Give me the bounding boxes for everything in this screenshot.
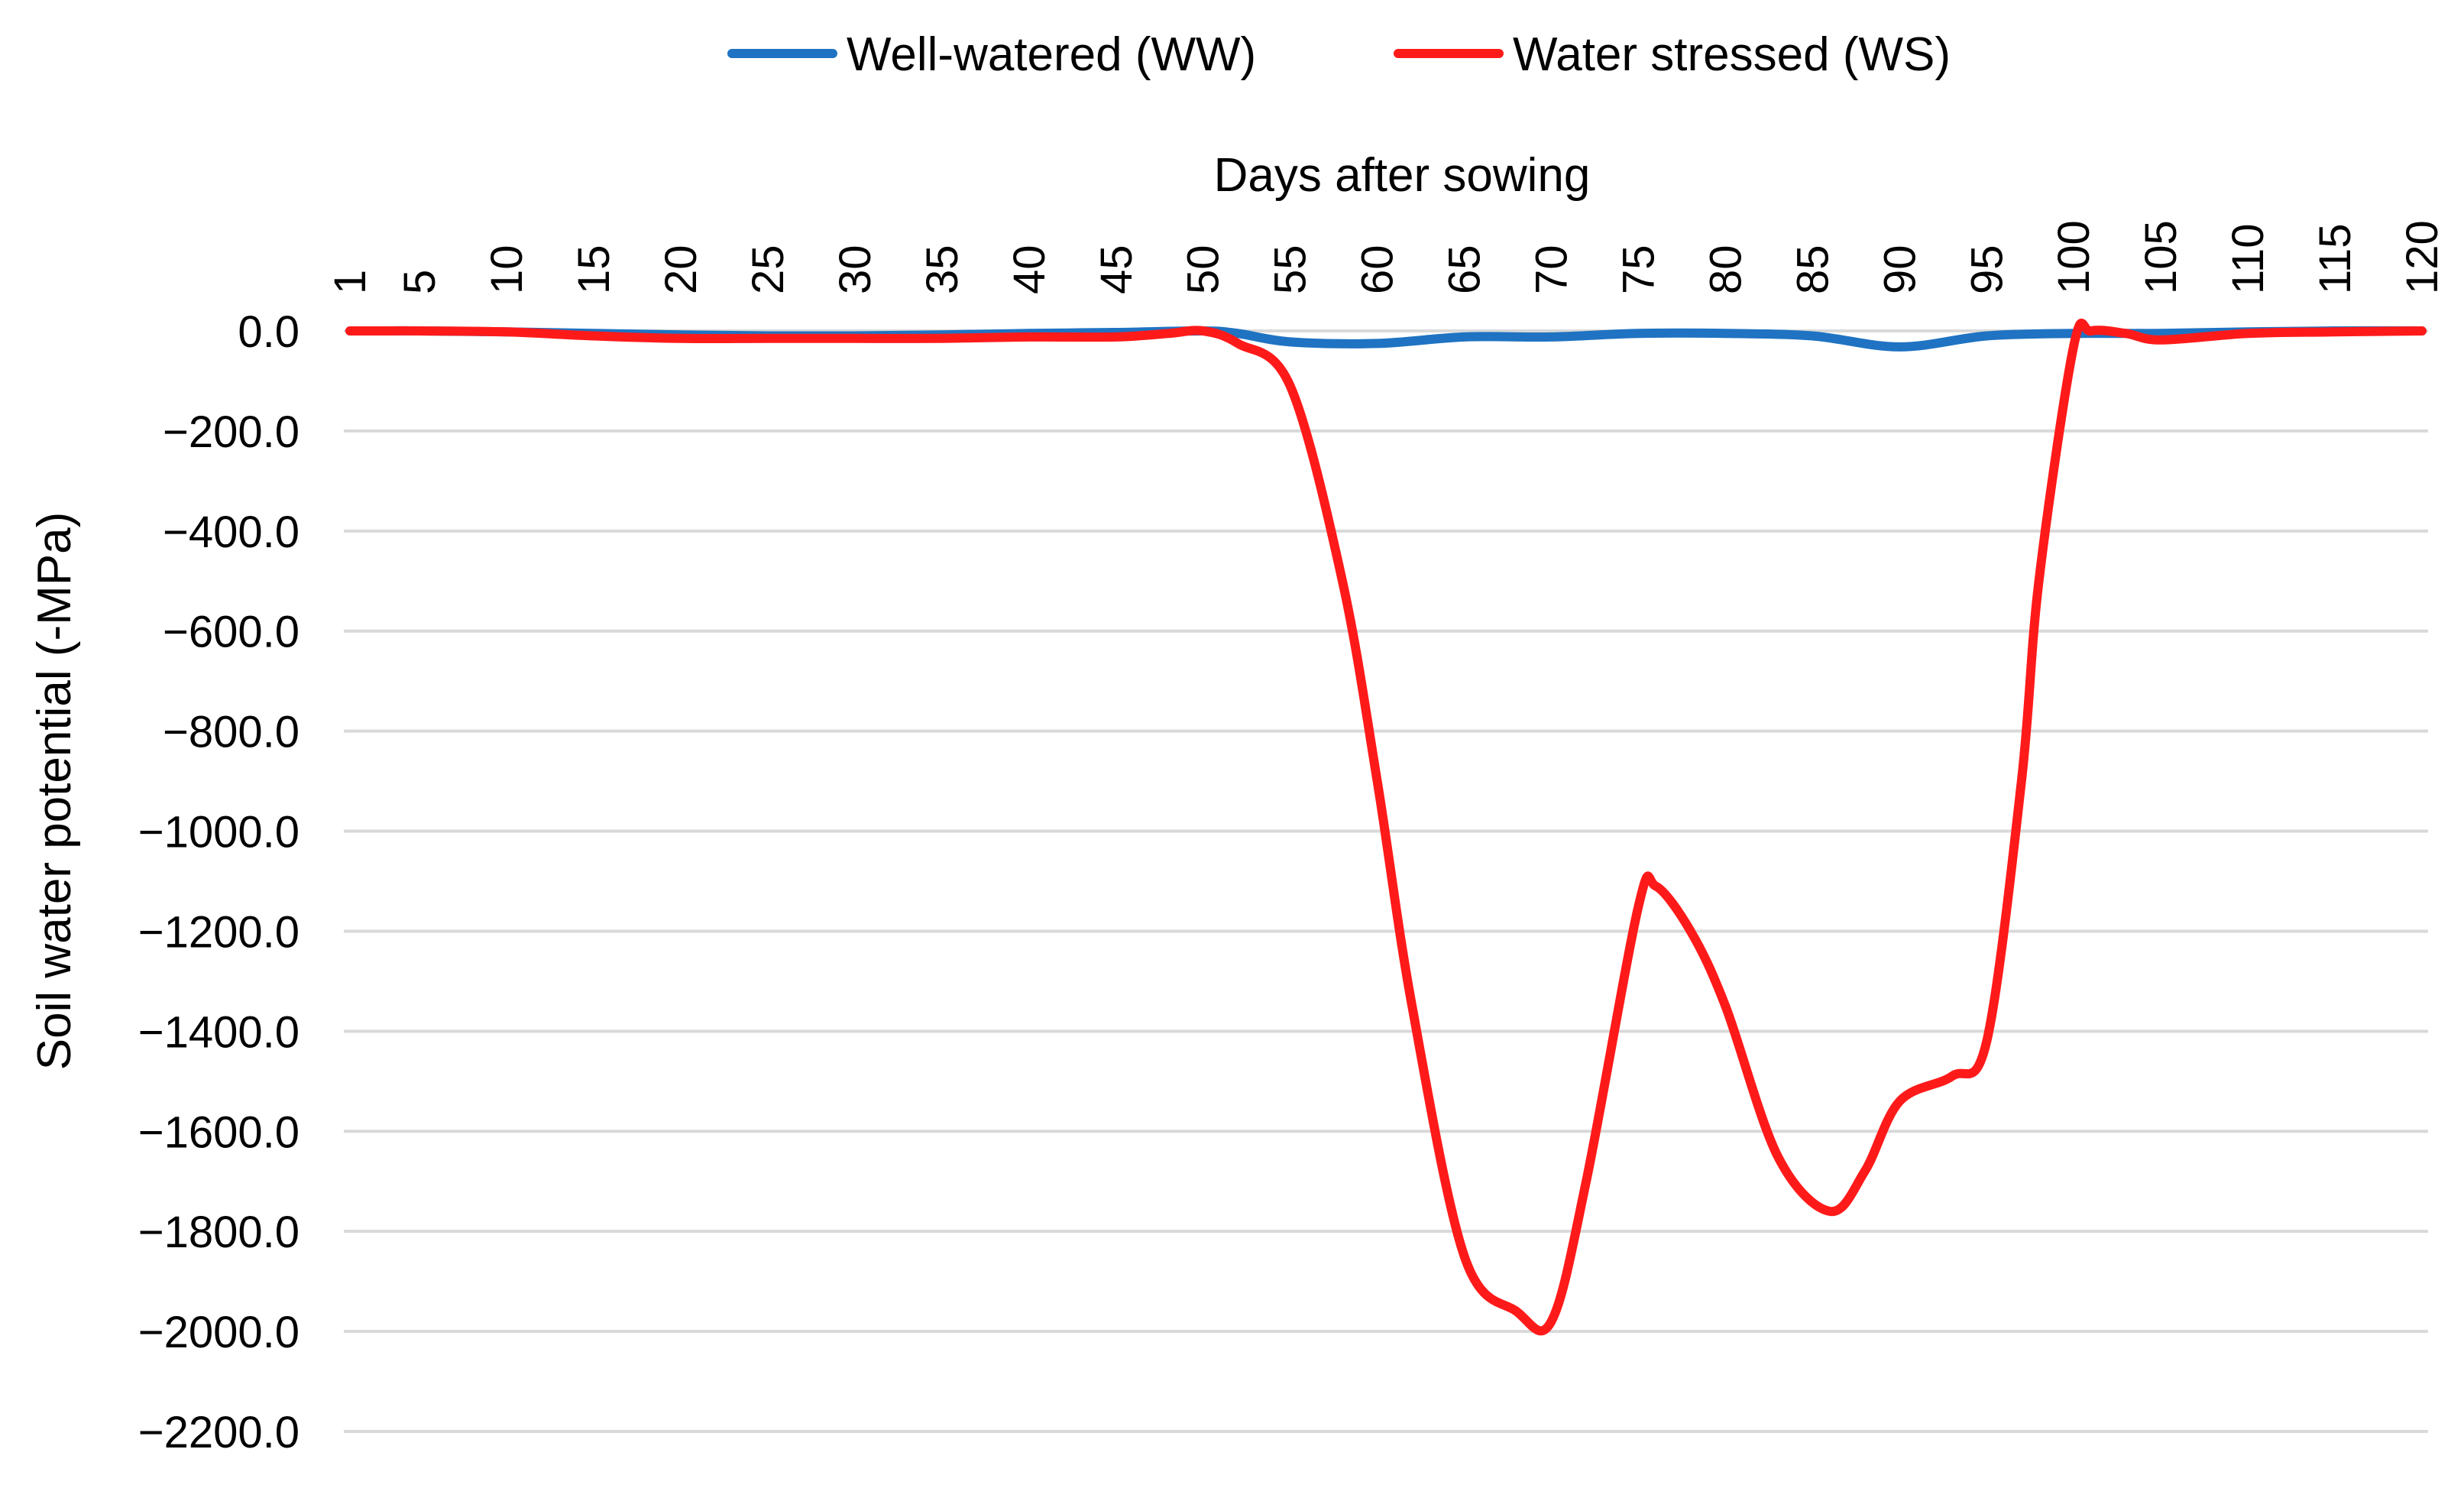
y-tick-label: −1000.0 [138, 808, 300, 857]
x-tick-label: 60 [1353, 245, 1403, 294]
y-tick-label: −2200.0 [138, 1408, 300, 1457]
x-tick-label: 70 [1527, 245, 1577, 294]
y-tick-labels: 0.0 −200.0 −400.0 −600.0 −800.0 −1000.0 −1200.… [138, 307, 300, 1457]
y-tick-label: −1600.0 [138, 1107, 300, 1157]
x-tick-label: 5 [395, 270, 445, 294]
x-tick-label: 100 [2049, 220, 2099, 294]
legend-label: Well-watered (WW) [847, 28, 1256, 81]
x-tick-label: 15 [569, 245, 619, 294]
x-tick-label: 10 [482, 245, 532, 294]
y-axis-title: Soil water potential (-MPa) [28, 512, 81, 1071]
y-tick-label: −2000.0 [138, 1308, 300, 1357]
x-tick-label: 80 [1701, 245, 1750, 294]
y-tick-label: −1200.0 [138, 907, 300, 957]
x-tick-label: 115 [2310, 224, 2360, 294]
y-tick-label: −200.0 [163, 407, 300, 457]
legend-item-well-watered: Well-watered (WW) [727, 28, 1256, 81]
x-tick-label: 30 [831, 245, 880, 294]
x-tick-label: 105 [2136, 220, 2186, 294]
x-tick-label: 90 [1875, 245, 1925, 294]
y-tick-label: −1400.0 [138, 1007, 300, 1057]
x-tick-label: 85 [1788, 245, 1837, 294]
x-tick-label: 45 [1092, 245, 1141, 294]
x-tick-label: 55 [1266, 245, 1316, 294]
legend: Well-watered (WW) Water stressed (WS) [727, 28, 1951, 81]
x-tick-label: 20 [656, 245, 706, 294]
legend-label: Water stressed (WS) [1513, 28, 1951, 81]
y-tick-label: 0.0 [238, 307, 300, 357]
x-tick-label: 75 [1614, 245, 1663, 294]
x-tick-label: 1 [325, 270, 375, 294]
x-tick-labels: 1 5 10 15 20 25 30 35 40 45 50 55 60 65 70 75 80 85 90 95 10… [325, 220, 2447, 294]
x-tick-label: 35 [918, 245, 967, 294]
y-tick-label: −800.0 [163, 708, 300, 757]
x-tick-label: 50 [1179, 245, 1229, 294]
x-tick-label: 110 [2223, 224, 2273, 294]
x-tick-label: 120 [2398, 220, 2447, 294]
gridlines [344, 329, 2428, 1433]
x-tick-label: 40 [1005, 245, 1054, 294]
legend-item-water-stressed: Water stressed (WS) [1394, 28, 1951, 81]
series-line-water-stressed [345, 318, 2427, 1336]
y-tick-label: −600.0 [163, 608, 300, 657]
series-lines [345, 318, 2427, 1336]
x-tick-label: 95 [1962, 245, 2012, 294]
x-tick-label: 25 [743, 245, 793, 294]
x-tick-label: 65 [1440, 245, 1490, 294]
y-tick-label: −400.0 [163, 507, 300, 557]
y-tick-label: −1800.0 [138, 1208, 300, 1257]
x-axis-title: Days after sowing [1214, 149, 1591, 202]
